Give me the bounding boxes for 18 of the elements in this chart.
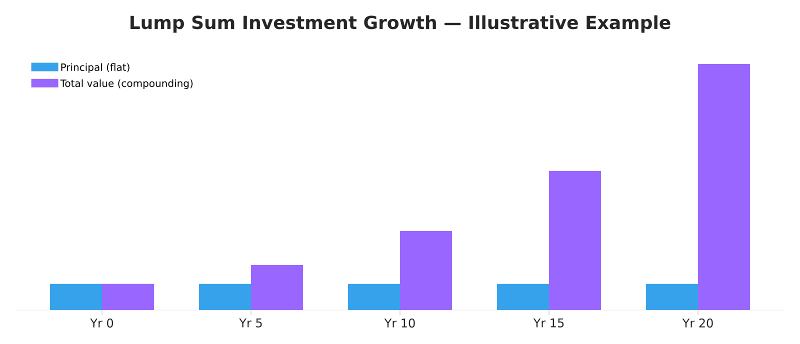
bar (102, 284, 154, 310)
bar (50, 284, 102, 310)
x-tick-label: Yr 10 (384, 318, 415, 328)
bar (400, 231, 452, 310)
x-tick-label: Yr 15 (533, 318, 564, 328)
bar (199, 284, 252, 310)
bar (348, 284, 400, 310)
legend-label: Principal (flat) (61, 63, 130, 73)
chart-title: Lump Sum Investment Growth — Illustrative Example (130, 15, 670, 33)
x-tick-label: Yr 20 (682, 318, 713, 328)
bar (251, 264, 304, 310)
bar (549, 171, 602, 310)
bar (698, 64, 750, 310)
bar (497, 284, 550, 310)
bar (646, 284, 698, 310)
x-tick-label: Yr 0 (90, 318, 114, 328)
x-tick-label: Yr 5 (239, 318, 262, 328)
legend-label: Total value (compounding) (60, 79, 193, 90)
